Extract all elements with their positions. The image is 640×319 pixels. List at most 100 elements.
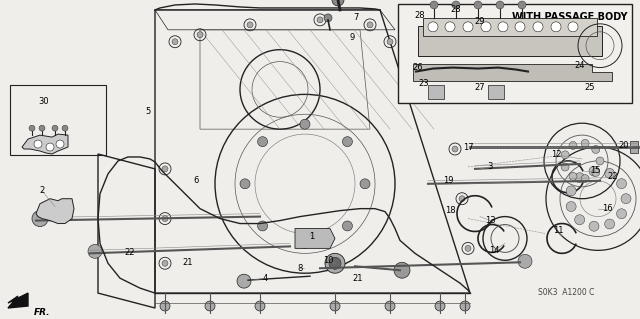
- Circle shape: [605, 168, 614, 178]
- Text: 5: 5: [145, 107, 150, 116]
- Circle shape: [569, 142, 577, 149]
- Circle shape: [445, 22, 455, 32]
- Text: 12: 12: [551, 151, 561, 160]
- Circle shape: [247, 22, 253, 28]
- Circle shape: [56, 140, 64, 148]
- Circle shape: [621, 194, 631, 204]
- Circle shape: [197, 32, 203, 38]
- Text: 28: 28: [451, 5, 461, 14]
- Circle shape: [329, 257, 341, 269]
- Circle shape: [237, 274, 251, 288]
- Circle shape: [342, 137, 353, 147]
- Text: 2: 2: [40, 186, 45, 195]
- Circle shape: [496, 1, 504, 9]
- Circle shape: [52, 125, 58, 131]
- Text: 9: 9: [349, 33, 355, 42]
- Text: 23: 23: [419, 79, 429, 88]
- Text: 26: 26: [413, 63, 423, 72]
- Circle shape: [551, 22, 561, 32]
- Bar: [423, 18, 597, 36]
- Circle shape: [428, 22, 438, 32]
- Circle shape: [324, 14, 332, 22]
- Circle shape: [460, 301, 470, 311]
- Circle shape: [568, 22, 578, 32]
- Circle shape: [589, 221, 599, 231]
- Text: 18: 18: [445, 206, 455, 215]
- Circle shape: [47, 206, 57, 216]
- Text: 16: 16: [602, 204, 612, 213]
- Text: 13: 13: [484, 216, 495, 225]
- Circle shape: [162, 260, 168, 266]
- Polygon shape: [36, 199, 74, 224]
- Circle shape: [566, 202, 576, 211]
- Text: 27: 27: [475, 83, 485, 92]
- Text: 6: 6: [193, 176, 198, 185]
- Polygon shape: [295, 228, 335, 249]
- Circle shape: [435, 301, 445, 311]
- Text: 7: 7: [353, 13, 358, 22]
- Circle shape: [257, 221, 268, 231]
- Circle shape: [566, 186, 576, 196]
- Circle shape: [569, 173, 577, 181]
- Circle shape: [62, 125, 68, 131]
- Text: FR.: FR.: [34, 308, 51, 317]
- Circle shape: [561, 163, 569, 171]
- Circle shape: [300, 119, 310, 129]
- Circle shape: [518, 254, 532, 268]
- Text: 21: 21: [353, 274, 364, 283]
- Text: 4: 4: [262, 274, 268, 283]
- Text: 21: 21: [183, 258, 193, 267]
- Circle shape: [498, 22, 508, 32]
- Text: 11: 11: [553, 226, 563, 235]
- Circle shape: [46, 143, 54, 151]
- Circle shape: [465, 245, 471, 251]
- Circle shape: [616, 209, 627, 219]
- Circle shape: [394, 262, 410, 278]
- Circle shape: [29, 125, 35, 131]
- Text: 17: 17: [463, 143, 474, 152]
- Text: 28: 28: [415, 11, 426, 20]
- Circle shape: [387, 39, 393, 45]
- Text: 22: 22: [125, 248, 135, 257]
- Text: 1: 1: [309, 232, 315, 241]
- Circle shape: [616, 179, 627, 189]
- Circle shape: [581, 174, 589, 182]
- Bar: [398, 4, 632, 103]
- Circle shape: [160, 301, 170, 311]
- Circle shape: [474, 1, 482, 9]
- Circle shape: [39, 125, 45, 131]
- Circle shape: [452, 146, 458, 152]
- Polygon shape: [22, 134, 68, 154]
- Circle shape: [330, 301, 340, 311]
- Circle shape: [592, 168, 600, 176]
- Circle shape: [367, 22, 373, 28]
- Circle shape: [34, 140, 42, 148]
- Text: 29: 29: [475, 17, 485, 26]
- Text: 8: 8: [298, 264, 303, 273]
- Circle shape: [430, 1, 438, 9]
- Circle shape: [592, 145, 600, 153]
- Circle shape: [88, 244, 102, 258]
- Bar: [428, 85, 444, 99]
- Circle shape: [255, 301, 265, 311]
- Text: 19: 19: [443, 176, 453, 185]
- Text: 20: 20: [619, 141, 629, 150]
- Circle shape: [205, 301, 215, 311]
- Circle shape: [452, 1, 460, 9]
- Polygon shape: [8, 293, 28, 308]
- Circle shape: [257, 137, 268, 147]
- Bar: [418, 26, 602, 56]
- Text: 15: 15: [589, 167, 600, 175]
- Circle shape: [342, 221, 353, 231]
- Circle shape: [481, 22, 491, 32]
- Circle shape: [385, 301, 395, 311]
- Circle shape: [589, 166, 599, 176]
- Circle shape: [575, 173, 585, 183]
- Circle shape: [515, 22, 525, 32]
- Circle shape: [162, 216, 168, 222]
- Text: 30: 30: [38, 97, 49, 106]
- Circle shape: [533, 22, 543, 32]
- Circle shape: [360, 179, 370, 189]
- Circle shape: [575, 215, 585, 225]
- Circle shape: [317, 17, 323, 23]
